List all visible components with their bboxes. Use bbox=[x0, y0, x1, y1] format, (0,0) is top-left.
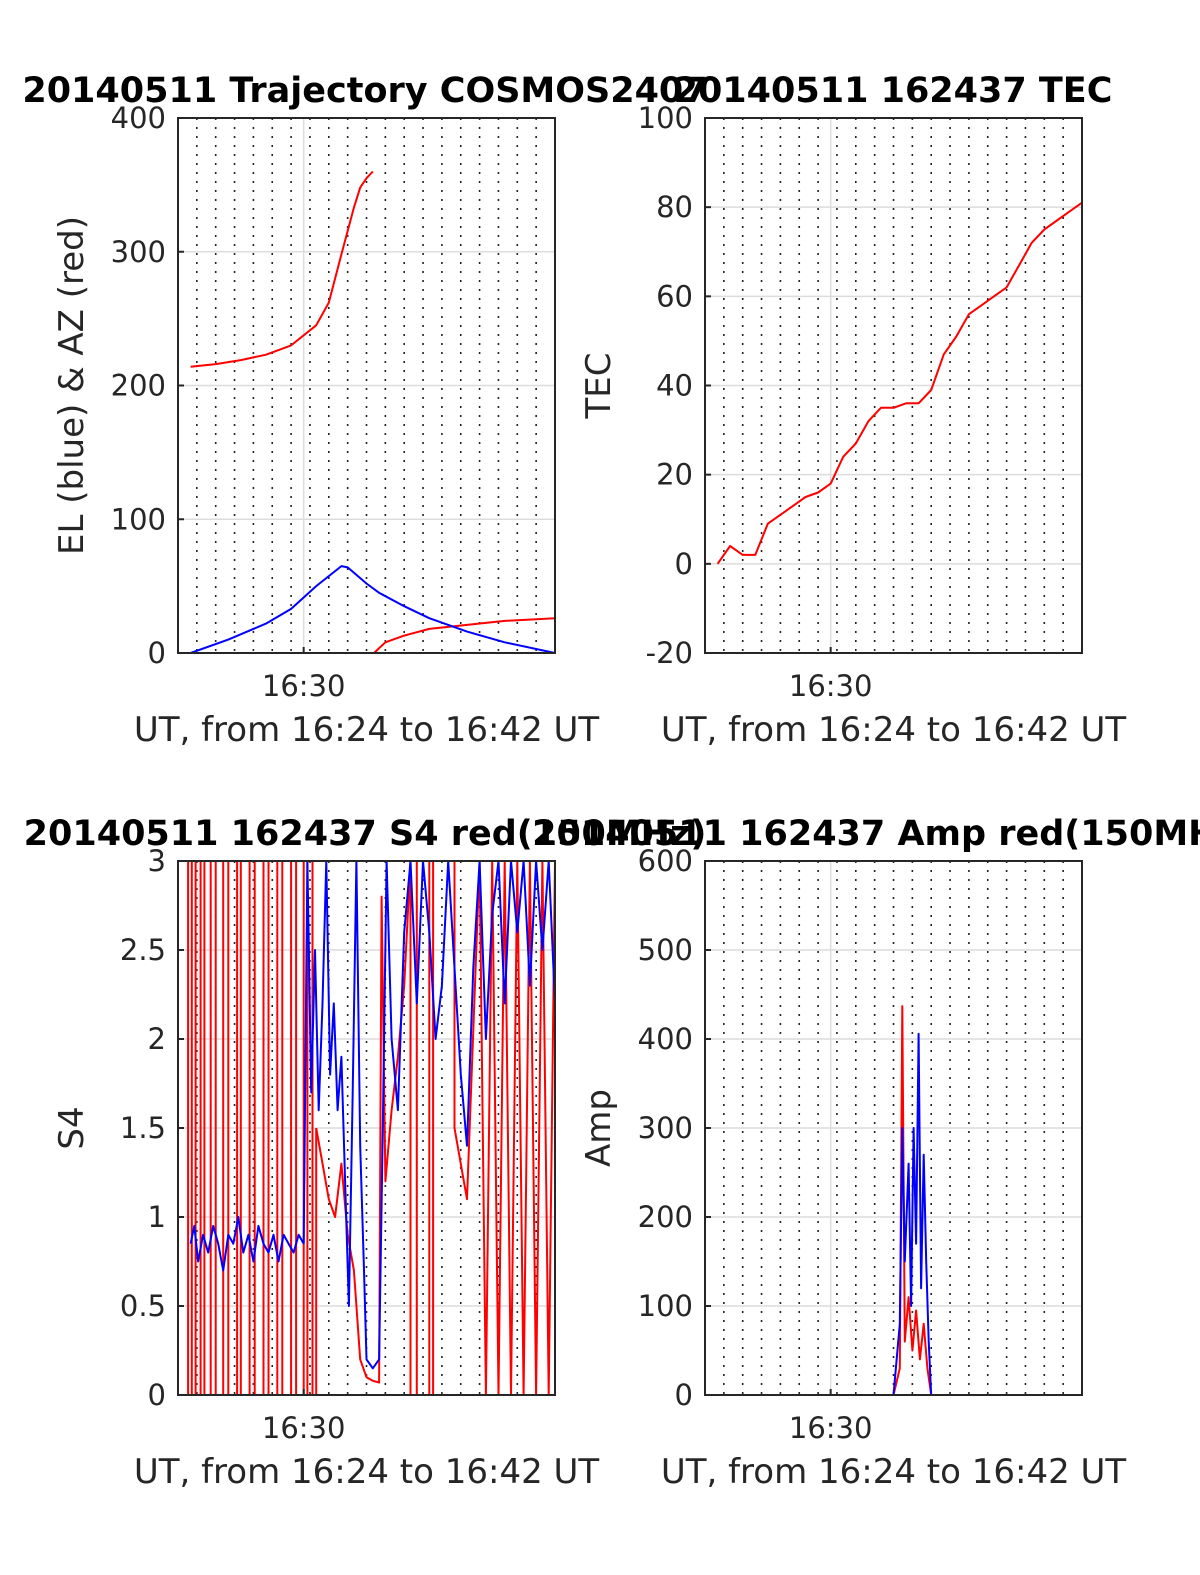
trajectory-y-axis-label: EL (blue) & AZ (red) bbox=[52, 216, 92, 555]
s4-x-axis-label: UT, from 16:24 to 16:42 UT bbox=[134, 1452, 600, 1492]
tec-series-0-line bbox=[716, 201, 1083, 565]
tec-y-tick-label: 0 bbox=[675, 547, 693, 581]
amp-y-tick-label: 500 bbox=[638, 933, 693, 967]
trajectory-chart-title: 20140511 Trajectory COSMOS2407 bbox=[22, 71, 707, 111]
tec-y-tick-label: 60 bbox=[656, 279, 693, 313]
amp-y-tick-label: 0 bbox=[675, 1378, 693, 1412]
trajectory-y-tick-label: 100 bbox=[111, 502, 166, 536]
s4-y-tick-label: 3 bbox=[148, 844, 166, 878]
s4-y-tick-label: 1.5 bbox=[120, 1111, 166, 1145]
s4-y-tick-label: 1 bbox=[148, 1200, 166, 1234]
trajectory-y-tick-label: 200 bbox=[111, 369, 166, 403]
s4-y-tick-label: 2 bbox=[148, 1022, 166, 1056]
amp-y-tick-label: 400 bbox=[638, 1022, 693, 1056]
tec-y-tick-label: 100 bbox=[638, 101, 693, 135]
trajectory-y-tick-label: 400 bbox=[111, 101, 166, 135]
amp-chart-title: 20140511 162437 Amp red(150MHz) bbox=[532, 814, 1200, 854]
s4-y-axis-label: S4 bbox=[52, 1106, 92, 1149]
trajectory-x-tick-label: 16:30 bbox=[262, 669, 346, 703]
amp-x-axis-label: UT, from 16:24 to 16:42 UT bbox=[661, 1452, 1127, 1492]
tec-y-tick-label: -20 bbox=[646, 636, 693, 670]
s4-chart-title: 20140511 162437 S4 red(150MHz) bbox=[24, 814, 707, 854]
amp-y-tick-label: 600 bbox=[638, 844, 693, 878]
s4-y-tick-label: 2.5 bbox=[120, 933, 166, 967]
tec-x-tick-label: 16:30 bbox=[789, 669, 873, 703]
trajectory-series-1-line bbox=[190, 565, 556, 654]
s4-y-tick-label: 0.5 bbox=[120, 1289, 166, 1323]
s4-series-0-line bbox=[315, 860, 412, 1384]
amp-y-tick-label: 100 bbox=[638, 1289, 693, 1323]
trajectory-y-tick-label: 0 bbox=[148, 636, 166, 670]
tec-y-tick-label: 40 bbox=[656, 369, 693, 403]
trajectory-series-0-line bbox=[190, 170, 374, 368]
s4-x-tick-label: 16:30 bbox=[262, 1411, 346, 1445]
amp-series-1-line bbox=[717, 1032, 1082, 1396]
tec-chart-title: 20140511 162437 TEC bbox=[674, 71, 1113, 111]
tec-x-axis-label: UT, from 16:24 to 16:42 UT bbox=[661, 710, 1127, 750]
amp-y-tick-label: 300 bbox=[638, 1111, 693, 1145]
trajectory-x-axis-label: UT, from 16:24 to 16:42 UT bbox=[134, 710, 600, 750]
s4-y-tick-label: 0 bbox=[148, 1378, 166, 1412]
amp-y-tick-label: 200 bbox=[638, 1200, 693, 1234]
trajectory-y-tick-label: 300 bbox=[111, 235, 166, 269]
tec-y-tick-label: 80 bbox=[656, 190, 693, 224]
trajectory-series-0-line bbox=[373, 617, 556, 654]
s4-series-1-line bbox=[302, 860, 556, 1370]
s4-series-1-line bbox=[189, 1216, 305, 1272]
tec-y-tick-label: 20 bbox=[656, 458, 693, 492]
tec-y-axis-label: TEC bbox=[579, 353, 619, 420]
amp-y-axis-label: Amp bbox=[579, 1089, 619, 1167]
amp-x-tick-label: 16:30 bbox=[789, 1411, 873, 1445]
